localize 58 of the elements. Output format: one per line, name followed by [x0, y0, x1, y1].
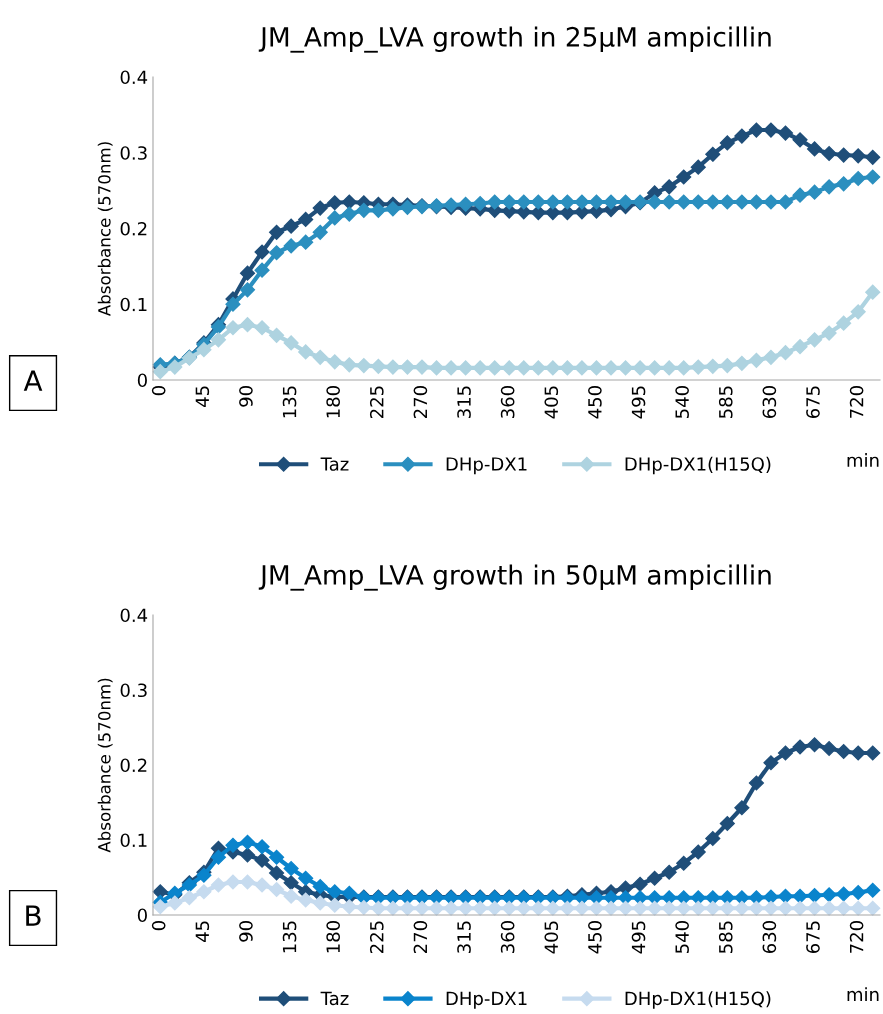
x-tick-label: 675	[806, 386, 820, 419]
x-tick-label: 585	[718, 921, 733, 953]
x-tick-label: 450	[588, 921, 602, 954]
x-tick-label: 495	[631, 386, 646, 419]
x-tick-label: 180	[326, 386, 340, 418]
x-tick-label: 450	[588, 386, 602, 419]
y-tick-label: 0	[137, 373, 147, 388]
legend-label: DHp-DX1(H15Q)	[625, 991, 771, 1009]
x-tick-label: 630	[762, 921, 777, 954]
y-tick-label: 0.4	[120, 70, 148, 85]
y-axis-title: Absorbance (570nm)	[97, 142, 113, 317]
x-tick-label: 135	[282, 386, 297, 418]
x-tick-label: 405	[544, 921, 559, 954]
x-tick-label: 360	[500, 921, 515, 953]
x-tick-label: 630	[762, 386, 777, 419]
legend-label: Taz	[320, 457, 349, 471]
x-tick-label: 270	[413, 921, 428, 953]
y-tick-label: 0.2	[120, 758, 147, 773]
x-tick-label: 675	[806, 921, 820, 954]
y-tick-label: 0.3	[120, 146, 147, 160]
x-tick-label: 315	[457, 921, 471, 953]
x-tick-label: 0	[151, 386, 166, 396]
y-axis-title: Absorbance (570nm)	[97, 678, 113, 853]
x-axis-title: min	[847, 453, 879, 467]
y-tick-label: 0.3	[120, 683, 147, 698]
y-tick-label: 0.2	[120, 221, 147, 236]
x-tick-label: 360	[500, 386, 515, 418]
x-tick-label: 45	[195, 921, 210, 942]
y-tick-label: 0.1	[120, 833, 147, 848]
x-tick-label: 90	[239, 386, 253, 407]
y-tick-label: 0	[137, 908, 147, 923]
x-axis-title: min	[847, 987, 879, 1001]
x-tick-label: 180	[326, 921, 340, 953]
legend-label: Taz	[320, 991, 349, 1006]
x-tick-label: 495	[631, 921, 646, 954]
x-tick-label: 135	[282, 921, 297, 953]
x-tick-label: 540	[675, 921, 689, 953]
legend-label: DHp-DX1(H15Q)	[625, 456, 771, 475]
text: A	[23, 370, 43, 391]
legend-label: DHp-DX1	[446, 457, 527, 475]
x-tick-label: 270	[413, 386, 428, 418]
x-tick-label: 720	[849, 386, 864, 418]
x-tick-label: 585	[718, 386, 733, 418]
x-tick-label: 225	[369, 386, 384, 418]
y-tick-label: 0.4	[120, 608, 148, 623]
chart-title: JM_Amp_LVA growth in 50µM ampicillin	[258, 564, 771, 591]
x-tick-label: 225	[369, 921, 384, 953]
x-tick-label: 90	[239, 921, 253, 942]
x-tick-label: 0	[151, 921, 166, 931]
x-tick-label: 540	[675, 386, 689, 418]
y-tick-label: 0.1	[120, 297, 147, 312]
chart-title: JM_Amp_LVA growth in 25µM ampicillin	[258, 26, 771, 53]
x-tick-label: 45	[195, 386, 210, 407]
x-tick-label: 315	[457, 386, 471, 418]
text: B	[26, 905, 41, 926]
x-tick-label: 405	[544, 386, 559, 419]
x-tick-label: 720	[849, 921, 864, 953]
legend-label: DHp-DX1	[446, 991, 527, 1009]
